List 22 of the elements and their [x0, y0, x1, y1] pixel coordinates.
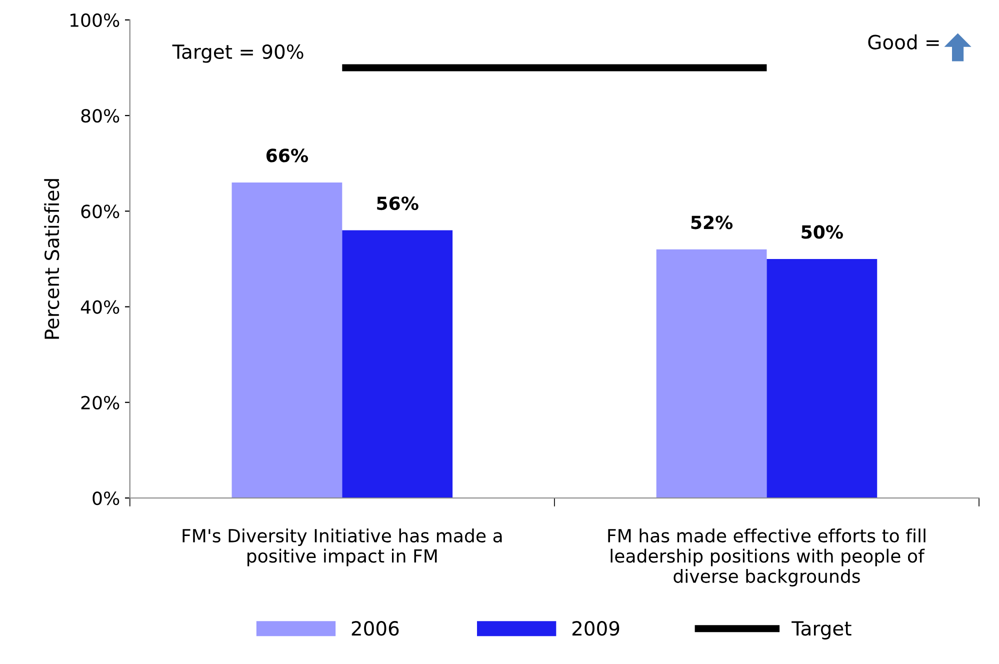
legend-label: Target	[792, 621, 852, 640]
data-label: 66%	[266, 148, 308, 162]
y-tick-label: 20%	[81, 396, 120, 410]
bar	[342, 230, 453, 498]
annotation: Target = 90%	[172, 44, 304, 63]
y-tick-label: 0%	[92, 491, 120, 506]
x-tick-label: FM has made effective efforts to fill leadership positions with people of diverse backgrounds	[608, 528, 926, 586]
bar	[656, 249, 767, 498]
data-label: 56%	[377, 196, 418, 210]
bar	[232, 182, 342, 498]
legend-label: 2006	[352, 621, 399, 636]
x-tick-label: FM's Diversity Initiative has made a positive impact in FM	[182, 528, 502, 566]
legend-label: 2009	[572, 621, 620, 636]
y-tick-label: 60%	[81, 204, 120, 218]
data-label: 52%	[691, 216, 733, 230]
y-axis-title: Percent Satisfied	[44, 179, 60, 339]
y-tick-label: 40%	[80, 300, 120, 314]
y-tick-label: 100%	[70, 13, 120, 28]
data-label: 50%	[802, 225, 843, 239]
bar	[766, 258, 878, 498]
y-tick-label: 80%	[81, 108, 120, 123]
annotation: Good =	[868, 34, 939, 50]
